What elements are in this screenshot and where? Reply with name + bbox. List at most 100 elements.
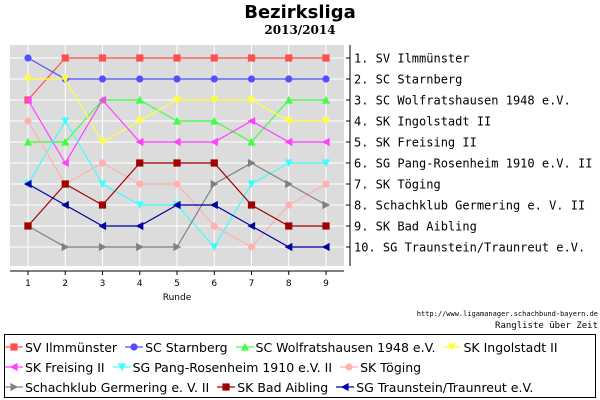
legend-swatch	[5, 343, 23, 351]
rank-label: 8. Schachklub Germering e. V. II	[354, 199, 585, 213]
data-point	[136, 242, 144, 252]
data-point	[448, 343, 457, 352]
data-point	[135, 137, 144, 147]
data-point	[61, 180, 69, 188]
x-tick-label: 3	[100, 279, 106, 289]
legend: SV Ilmmünster SC Starnberg SC Wolfratshaus…	[4, 334, 596, 398]
x-tick-label: 5	[174, 279, 180, 289]
x-tick-label: 2	[62, 279, 68, 289]
data-point	[173, 242, 182, 252]
data-point	[210, 159, 218, 167]
data-point	[61, 158, 69, 168]
rank-chart: 1 2 3 4 5 6 7 8 9 Runde 1. SV Ilmmünster 2. SC St…	[10, 45, 592, 303]
chart-title: Bezirksliga	[244, 2, 356, 23]
data-point	[284, 137, 293, 147]
data-point	[321, 159, 331, 168]
legend-swatch	[112, 363, 131, 372]
data-point	[135, 221, 144, 231]
data-point	[98, 221, 107, 231]
data-point	[98, 95, 107, 105]
data-point	[23, 137, 33, 146]
data-point	[247, 243, 256, 251]
data-point	[341, 382, 349, 392]
data-point	[222, 383, 230, 391]
data-point	[284, 159, 293, 168]
data-point	[247, 201, 256, 209]
data-point	[98, 75, 107, 83]
legend-item: SG Traunstein/Traunreut e.V.	[336, 380, 533, 395]
x-tick-label: 7	[249, 279, 255, 289]
data-point	[321, 95, 331, 104]
data-point	[345, 363, 353, 371]
data-point	[98, 201, 107, 209]
footer-note: Rangliste über Zeit	[495, 321, 598, 331]
data-point	[98, 159, 107, 167]
data-point	[321, 242, 330, 252]
rank-label: 10. SG Traunstein/Traunreut e.V.	[354, 241, 585, 255]
data-point	[247, 116, 256, 126]
data-point	[247, 137, 256, 146]
data-point	[322, 75, 330, 83]
data-point	[210, 75, 218, 83]
source-url: http://www.ligamanager.schachbund-bayern…	[416, 310, 598, 318]
legend-row: SV Ilmmünster SC Starnberg SC Wolfratshaus…	[5, 337, 566, 357]
legend-label: SK Ingolstadt II	[463, 339, 558, 355]
legend-swatch	[336, 382, 355, 392]
data-point	[285, 54, 293, 62]
data-point	[135, 201, 144, 210]
series-10	[23, 179, 330, 252]
data-point	[322, 54, 330, 62]
data-point	[284, 117, 293, 126]
data-point	[61, 242, 70, 252]
data-point	[61, 200, 69, 210]
data-point	[24, 54, 32, 62]
x-tick-label: 6	[211, 279, 217, 289]
rank-label: 7. SK Töging	[354, 178, 441, 192]
data-point	[23, 179, 32, 189]
data-point	[240, 342, 249, 351]
data-point	[247, 158, 256, 168]
legend-swatch	[340, 363, 359, 371]
data-point	[172, 116, 182, 125]
legend-item: Schachklub Germering e. V. II	[5, 380, 209, 395]
series-4	[23, 75, 331, 147]
data-point	[210, 243, 219, 252]
data-point	[210, 200, 218, 210]
data-point	[61, 117, 70, 126]
rank-label: 6. SG Pang-Rosenheim 1910 e.V. II	[354, 157, 592, 171]
x-tick-label: 1	[25, 279, 31, 289]
rank-label: 1. SV Ilmmünster	[354, 52, 470, 66]
legend-swatch	[125, 343, 144, 351]
rank-label: 2. SC Starnberg	[354, 73, 462, 87]
data-point	[172, 137, 181, 147]
data-point	[210, 222, 218, 230]
legend-item: SK Freising II	[5, 360, 105, 375]
data-point	[173, 180, 181, 188]
legend-item: SK Ingolstadt II	[443, 339, 558, 355]
legend-item: SV Ilmmünster	[5, 340, 117, 355]
x-axis-label: Runde	[163, 293, 192, 303]
x-axis: 1 2 3 4 5 6 7 8 9	[10, 270, 344, 289]
rank-label: 3. SC Wolfratshausen 1948 e.V.	[354, 94, 571, 108]
rank-label: 5. SK Freising II	[354, 136, 477, 150]
legend-label: SK Bad Aibling	[237, 379, 329, 395]
data-point	[10, 382, 19, 392]
data-point	[136, 159, 144, 167]
data-point	[173, 159, 181, 167]
rank-labels: 1. SV Ilmmünster 2. SC Starnberg 3. SC Wol…	[346, 45, 592, 266]
data-point	[61, 137, 70, 146]
legend-item: SK Bad Aibling	[217, 380, 328, 395]
data-point	[61, 75, 70, 84]
legend-label: SK Freising II	[25, 359, 105, 375]
data-point	[210, 179, 219, 189]
legend-swatch	[5, 382, 23, 392]
chart-subtitle: 2013/2014	[264, 23, 336, 37]
data-point	[247, 221, 256, 231]
data-point	[173, 75, 181, 83]
data-point	[322, 222, 330, 230]
legend-label: SC Wolfratshausen 1948 e.V.	[255, 339, 436, 355]
series-layer	[23, 54, 331, 252]
data-point	[322, 200, 331, 210]
data-point	[23, 75, 33, 84]
data-point	[284, 95, 293, 104]
